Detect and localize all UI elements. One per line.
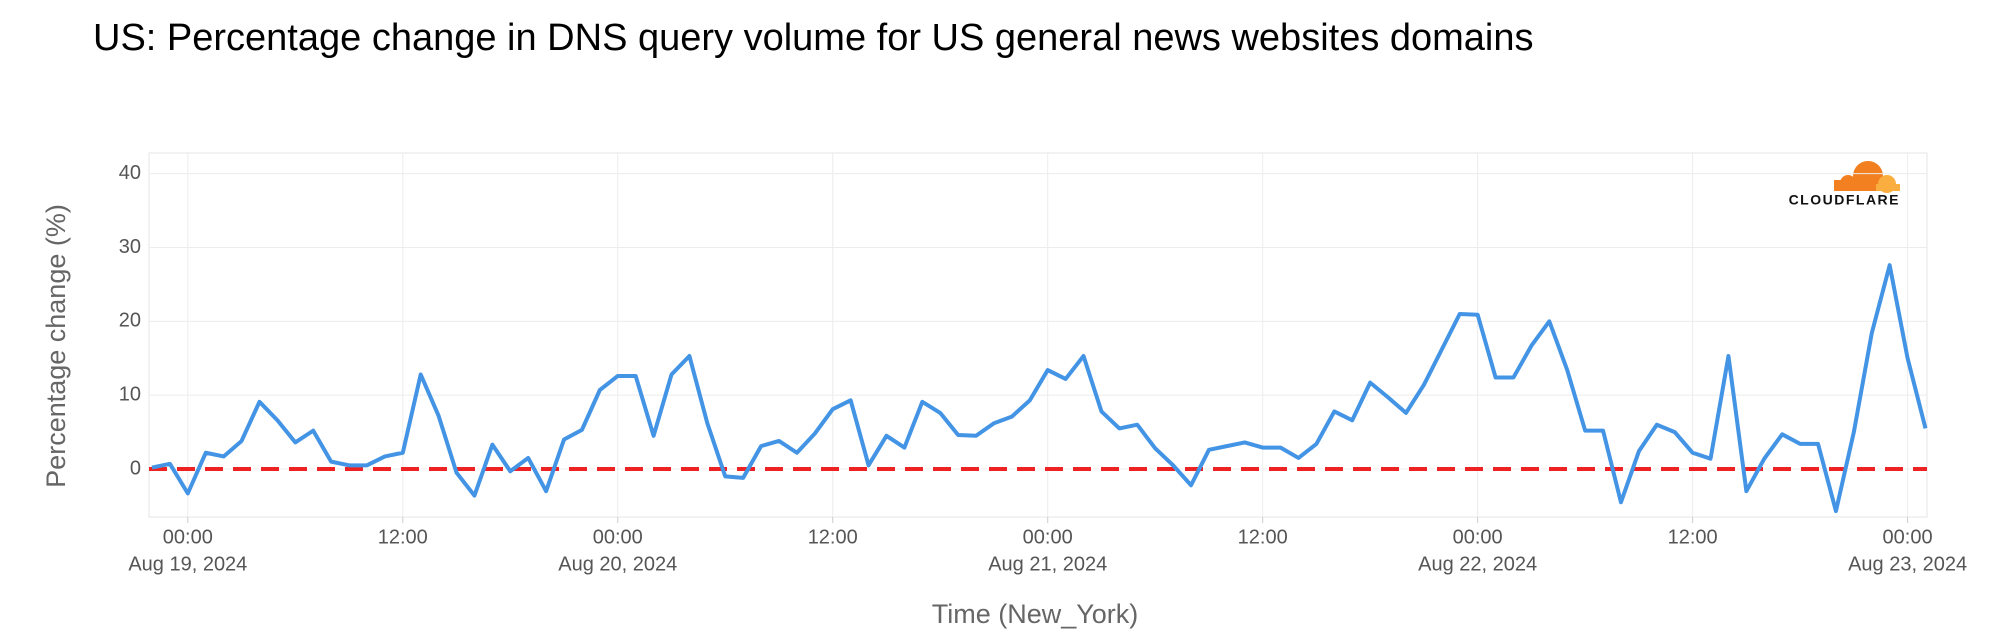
y-tick-label: 30 [119, 236, 141, 258]
y-tick-label: 20 [119, 310, 141, 332]
x-tick-label: 12:00 [1668, 526, 1718, 548]
data-line [151, 263, 1928, 514]
logo-text: CLOUDFLARE [1789, 192, 1900, 208]
y-axis-label: Percentage change (%) [41, 204, 71, 488]
x-tick-label: 00:00 [1023, 526, 1073, 548]
x-tick-label: 00:00 [1883, 526, 1933, 548]
x-tick-label: 00:00 [1453, 526, 1503, 548]
x-tick-date: Aug 19, 2024 [128, 553, 247, 575]
plot-frame [148, 152, 1928, 518]
x-tick-date: Aug 22, 2024 [1418, 553, 1537, 575]
x-axis-label: Time (New_York) [932, 599, 1139, 629]
y-tick-label: 10 [119, 383, 141, 405]
x-tick-label: 12:00 [378, 526, 428, 548]
x-tick-date: Aug 20, 2024 [558, 553, 677, 575]
x-tick-label: 12:00 [808, 526, 858, 548]
y-tick-label: 40 [119, 162, 141, 184]
cloudflare-logo: CLOUDFLARE [1789, 161, 1900, 208]
y-tick-label: 0 [130, 457, 141, 479]
chart-title: US: Percentage change in DNS query volum… [93, 17, 1534, 59]
x-tick-date: Aug 21, 2024 [988, 553, 1107, 575]
x-tick-label: 12:00 [1238, 526, 1288, 548]
x-tick-label: 00:00 [163, 526, 213, 548]
x-tick-date: Aug 23, 2024 [1848, 553, 1967, 575]
x-tick-label: 00:00 [593, 526, 643, 548]
